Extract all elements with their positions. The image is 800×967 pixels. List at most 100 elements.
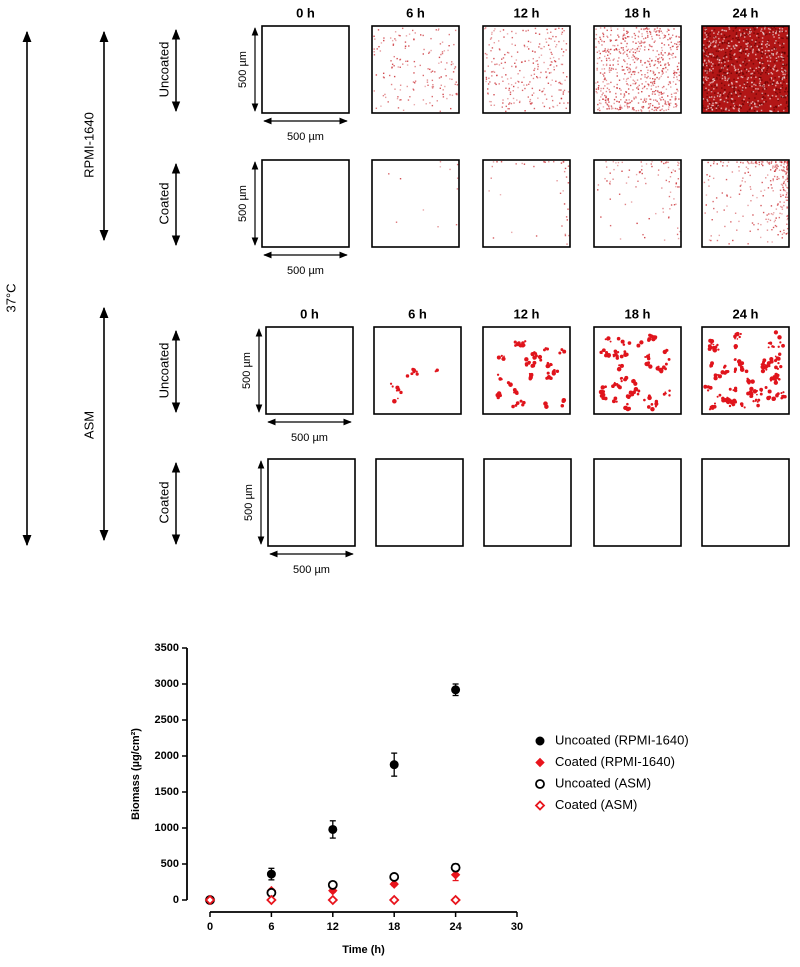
speckle <box>632 54 634 56</box>
speckle <box>706 389 710 392</box>
speckle <box>724 75 726 78</box>
speckle <box>726 205 728 207</box>
speckle <box>710 89 713 92</box>
speckle <box>677 161 679 164</box>
speckle <box>718 37 720 40</box>
speckle <box>548 161 550 163</box>
speckle <box>720 82 723 84</box>
speckle <box>714 78 716 81</box>
speckle <box>514 404 518 407</box>
speckle <box>764 82 766 84</box>
speckle <box>780 164 782 167</box>
speckle <box>662 211 665 213</box>
speckle <box>782 96 785 99</box>
speckle <box>714 64 716 67</box>
speckle <box>659 28 661 30</box>
speckle <box>765 71 767 74</box>
speckle <box>406 60 409 62</box>
speckle <box>723 29 726 32</box>
speckle <box>709 101 711 104</box>
speckle <box>748 97 750 100</box>
speckle <box>751 106 753 109</box>
speckle <box>401 27 404 30</box>
speckle <box>664 391 667 394</box>
speckle <box>545 376 549 380</box>
speckle <box>439 161 442 163</box>
speckle <box>430 71 433 73</box>
speckle <box>780 82 782 84</box>
speckle <box>758 163 761 166</box>
speckle <box>772 345 775 348</box>
speckle <box>541 90 543 93</box>
speckle <box>775 217 777 219</box>
speckle <box>646 356 651 361</box>
speckle <box>380 105 382 107</box>
speckle <box>492 161 495 163</box>
speckle <box>653 82 656 85</box>
speckle <box>733 84 736 87</box>
speckle <box>760 43 763 46</box>
speckle <box>726 108 728 111</box>
speckle <box>777 28 780 31</box>
speckle <box>604 94 606 97</box>
speckle <box>637 71 640 74</box>
speckle <box>621 65 623 68</box>
speckle <box>641 91 643 93</box>
speckle <box>707 179 710 181</box>
speckle <box>665 103 668 106</box>
speckle <box>601 94 603 96</box>
speckle <box>775 105 777 108</box>
speckle <box>783 182 785 184</box>
speckle <box>728 109 730 112</box>
speckle <box>779 341 782 344</box>
speckle <box>491 71 493 73</box>
speckle <box>637 58 639 60</box>
speckle <box>670 36 673 39</box>
speckle <box>717 31 720 33</box>
speckle <box>535 32 537 34</box>
speckle <box>667 357 671 361</box>
speckle <box>720 49 722 51</box>
speckle <box>783 163 785 165</box>
speckle <box>605 57 608 60</box>
speckle <box>773 170 776 172</box>
speckle <box>644 74 646 76</box>
speckle <box>412 368 416 372</box>
speckle <box>536 76 538 78</box>
speckle <box>715 197 718 199</box>
speckle <box>552 56 555 59</box>
speckle <box>661 70 664 72</box>
speckle <box>488 190 490 192</box>
point <box>388 894 400 906</box>
speckle <box>517 80 519 83</box>
speckle <box>638 171 641 173</box>
micrograph-frame <box>593 159 682 248</box>
speckle <box>784 68 787 71</box>
speckle <box>764 44 767 46</box>
speckle <box>660 30 662 32</box>
speckle <box>528 376 533 381</box>
speckle <box>773 212 775 214</box>
speckle <box>511 404 515 409</box>
speckle <box>623 93 626 95</box>
speckle <box>761 40 764 43</box>
speckle <box>766 229 769 231</box>
speckle <box>612 64 614 66</box>
speckle <box>727 60 730 62</box>
scale-label: 500 µm <box>243 484 255 521</box>
speckle <box>660 56 663 59</box>
speckle <box>776 373 780 377</box>
speckle <box>760 389 763 392</box>
speckle <box>777 335 782 340</box>
speckle <box>723 209 725 211</box>
speckle <box>776 81 779 83</box>
speckle <box>608 105 610 107</box>
speckle <box>745 48 747 50</box>
speckle <box>491 75 493 77</box>
speckle <box>732 63 734 65</box>
speckle <box>535 60 537 62</box>
speckle <box>746 45 749 47</box>
speckle <box>440 84 442 86</box>
speckle <box>781 184 784 186</box>
time-header: 6 h <box>408 306 427 321</box>
